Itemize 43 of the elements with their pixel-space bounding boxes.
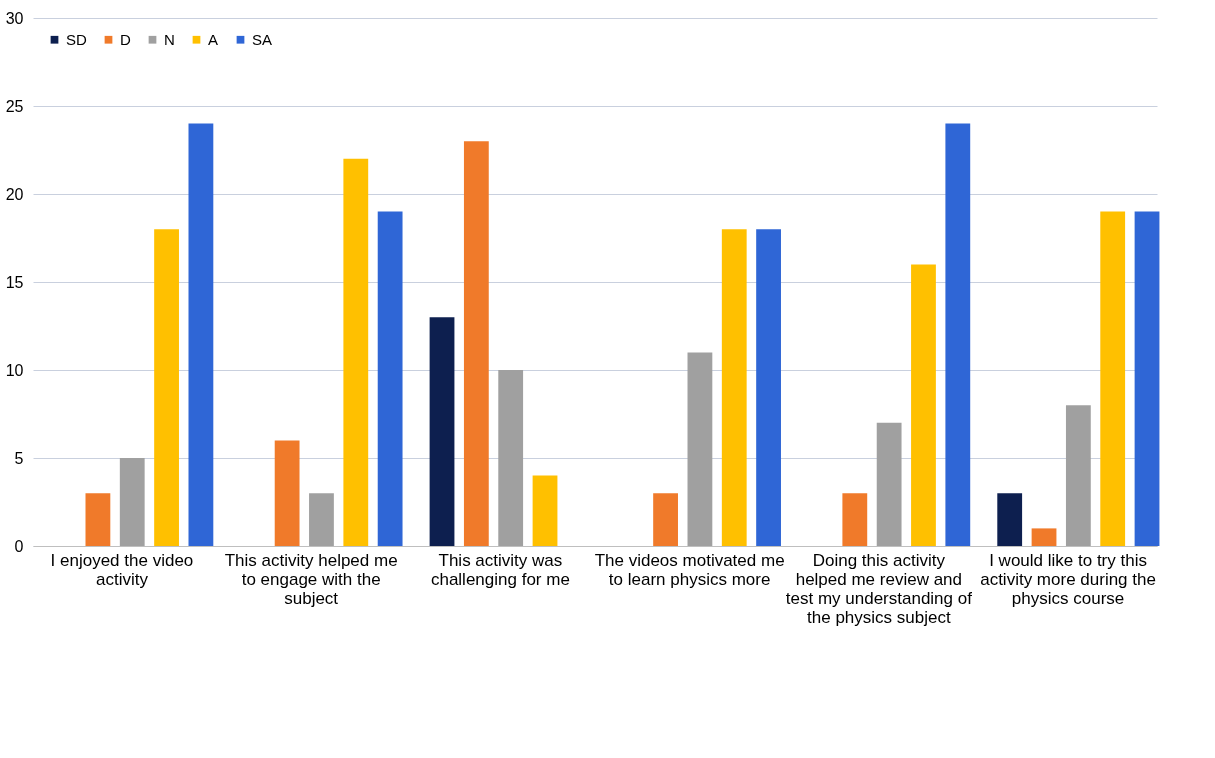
bar [429, 317, 455, 546]
y-tick-label: 5 [14, 449, 24, 467]
legend-label: A [208, 30, 219, 48]
bar [756, 229, 781, 546]
x-tick-label: This activity was challenging for me [430, 550, 570, 589]
y-tick-label: 0 [14, 537, 24, 555]
y-tick-label: 30 [5, 9, 24, 27]
bar [997, 493, 1023, 546]
bar [498, 370, 524, 546]
bar [309, 493, 334, 546]
x-tick-label: The videos motivated me to learn physics more [594, 550, 785, 589]
y-tick-label: 10 [5, 361, 24, 379]
bar [85, 493, 111, 546]
x-tick-label: I would like to try this activity more during the physics course [980, 550, 1156, 608]
bar [119, 458, 145, 546]
bar [911, 264, 936, 546]
y-tick-label: 15 [5, 273, 24, 291]
legend-label: N [164, 30, 175, 48]
bar [1134, 211, 1160, 546]
bar [1031, 528, 1057, 546]
bar [721, 229, 747, 546]
bar [653, 493, 678, 546]
bar [687, 352, 713, 546]
bar [377, 211, 403, 546]
y-tick-label: 25 [5, 97, 24, 115]
legend-label: D [120, 30, 131, 48]
bar [1100, 211, 1126, 546]
bar [1065, 405, 1091, 546]
bar [532, 475, 558, 546]
bar [188, 123, 214, 546]
bar [842, 493, 868, 546]
legend-label: SD [66, 30, 87, 48]
bar [876, 422, 902, 546]
bar [945, 123, 971, 546]
x-tick-label: Doing this activity helped me review and test my understanding of the physics subject [785, 550, 973, 627]
x-tick-label: This activity helped me to engage with the subject [224, 550, 398, 608]
bar [463, 141, 489, 546]
legend-label: SA [252, 30, 273, 48]
bar [154, 229, 179, 546]
y-tick-label: 20 [5, 185, 24, 203]
bar [274, 440, 300, 546]
x-tick-label: I enjoyed the video activity [50, 550, 194, 589]
bar [343, 158, 369, 546]
